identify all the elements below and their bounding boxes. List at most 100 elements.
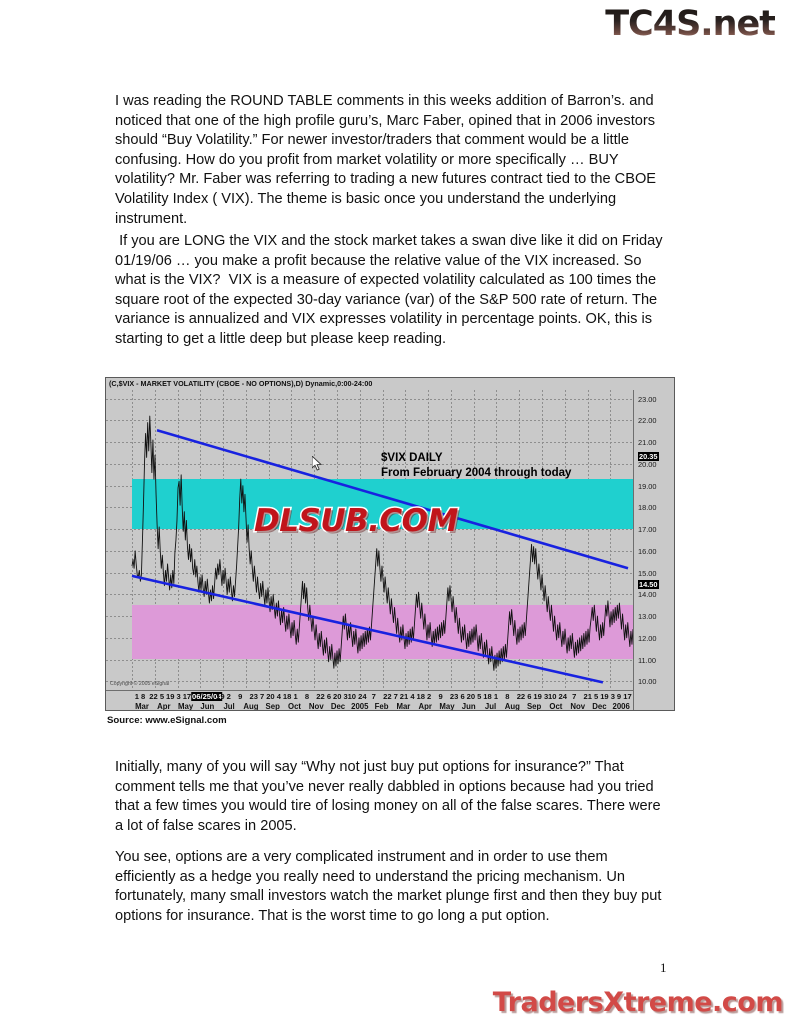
price-axis-tick: 21.00: [638, 438, 657, 448]
body-paragraph-3: Initially, many of you will say “Why not…: [115, 759, 665, 834]
gridline-vertical: [200, 390, 202, 690]
gridline-vertical: [268, 390, 270, 690]
date-axis-day: 19 2: [216, 692, 231, 701]
gridline-horizontal: [106, 398, 633, 400]
price-axis-tick: 19.00: [638, 481, 657, 491]
date-axis-month: Nov: [570, 702, 586, 711]
gridline-vertical: [564, 390, 566, 690]
price-axis-tick: 12.00: [638, 633, 657, 643]
gridline-vertical: [587, 390, 589, 690]
date-axis-month: Apr: [157, 702, 171, 711]
gridline-vertical: [132, 390, 133, 690]
date-axis-month: Oct: [549, 702, 563, 711]
date-axis-day: 17 1: [182, 692, 198, 701]
date-axis-month: Jun: [200, 702, 215, 711]
gridline-vertical: [496, 390, 498, 690]
gridline-vertical: [473, 390, 475, 690]
date-axis-day: 19 3: [166, 692, 181, 701]
vix-price-line: [131, 415, 633, 671]
chart-plot-area: $VIX DAILY From February 2004 through to…: [106, 390, 633, 690]
gridline-horizontal: [106, 442, 633, 444]
price-axis-tick: 11.00: [638, 655, 656, 665]
date-axis-day: 19 3: [533, 692, 549, 701]
date-axis-day: 23 7: [249, 692, 265, 701]
gridline-vertical: [154, 390, 156, 690]
price-axis-current-value: 14.50: [638, 579, 659, 589]
date-axis-month: Oct: [288, 702, 301, 711]
date-axis-day: 23 6: [449, 692, 465, 701]
date-axis-day: 18 1: [483, 692, 499, 701]
date-axis-month: Sep: [265, 702, 280, 711]
body-paragraph-2: If you are LONG the VIX and the stock ma…: [115, 233, 667, 347]
gridline-horizontal: [106, 572, 633, 574]
gridline-horizontal: [106, 420, 633, 422]
gridline-horizontal: [106, 529, 633, 531]
body-paragraph-4: You see, options are a very complicated …: [115, 849, 666, 924]
resistance-zone-band: [132, 479, 633, 530]
price-axis-tick: 22.00: [638, 416, 657, 426]
chart-annotation-subtitle: From February 2004 through today: [381, 467, 572, 479]
date-axis-day: 9: [438, 692, 443, 701]
vix-chart-figure: (C,$VIX - MARKET VOLATILITY (CBOE - NO O…: [105, 377, 675, 732]
chart-copyright: Copyright © 2005 eSignal: [110, 681, 170, 687]
date-axis-month: 2005: [351, 702, 369, 711]
date-axis-month: Sep: [526, 702, 542, 711]
mouse-cursor-icon: [312, 456, 323, 471]
gridline-vertical: [450, 390, 452, 690]
date-axis-month: Mar: [396, 702, 411, 711]
date-axis-day: 22 5: [149, 692, 165, 701]
date-axis-day: 8: [505, 692, 510, 701]
gridline-vertical: [359, 390, 361, 690]
gridline-vertical: [382, 390, 384, 690]
date-axis-month: Mar: [135, 702, 149, 711]
price-axis-tick: 23.00: [638, 394, 657, 404]
date-axis-day: 9: [238, 692, 243, 701]
price-axis-current-value: 20.35: [638, 452, 659, 462]
gridline-vertical: [291, 390, 293, 690]
gridline-vertical: [337, 390, 338, 690]
chart-source-caption: Source: www.eSignal.com: [107, 715, 227, 726]
date-axis-day: 10 24: [547, 692, 568, 701]
page-number: 1: [660, 960, 667, 975]
date-axis-day: 1 8: [134, 692, 146, 701]
date-axis-day: 18 2: [416, 692, 432, 701]
gridline-vertical: [541, 390, 543, 690]
date-axis-day: 8: [304, 692, 310, 701]
date-axis-month: 2006: [612, 702, 630, 711]
date-axis-month: Jun: [461, 702, 476, 711]
date-axis-day: 22 7: [383, 692, 398, 701]
date-axis-day: 7: [371, 692, 376, 701]
gridline-vertical: [245, 390, 247, 690]
watermark-text: DLSUB.COM: [253, 502, 460, 541]
date-axis-month: Jul: [223, 702, 235, 711]
gridline-horizontal: [106, 659, 633, 661]
date-axis-month: Apr: [418, 702, 432, 711]
price-axis-tick: 20.00: [638, 459, 657, 469]
chart-titlebar: (C,$VIX - MARKET VOLATILITY (CBOE - NO O…: [106, 378, 674, 390]
price-axis-tick: 17.00: [638, 525, 657, 535]
gridline-vertical: [314, 390, 316, 690]
page-header: TC4S.net: [0, 0, 791, 68]
date-axis-day: 10 24: [347, 692, 367, 701]
date-axis-day: 20 3: [333, 692, 348, 701]
date-axis-day: 9 17: [616, 692, 632, 701]
date-axis-month: May: [439, 702, 455, 711]
date-axis-month: Nov: [308, 702, 324, 711]
date-axis-month: Aug: [504, 702, 520, 711]
chart-frame: (C,$VIX - MARKET VOLATILITY (CBOE - NO O…: [105, 377, 675, 711]
price-axis-tick: 16.00: [638, 546, 657, 556]
price-axis: 23.00 22.00 21.00 20.00 19.00 18.00 17.00 16.00…: [633, 390, 674, 710]
date-axis-day: 21 4: [399, 692, 415, 701]
gridline-horizontal: [106, 550, 633, 552]
gridline-horizontal: [106, 681, 633, 683]
date-axis-day: 21 5: [583, 692, 599, 701]
gridline-horizontal: [106, 463, 633, 465]
price-axis-tick: 15.00: [638, 568, 657, 578]
gridline-horizontal: [106, 594, 633, 596]
date-axis-month: Feb: [374, 702, 389, 711]
date-axis-day: 18 1: [282, 692, 298, 701]
footer-logo: TradersXtreme.com: [491, 986, 785, 1020]
date-axis-month: Aug: [243, 702, 259, 711]
gridline-vertical: [519, 390, 521, 690]
